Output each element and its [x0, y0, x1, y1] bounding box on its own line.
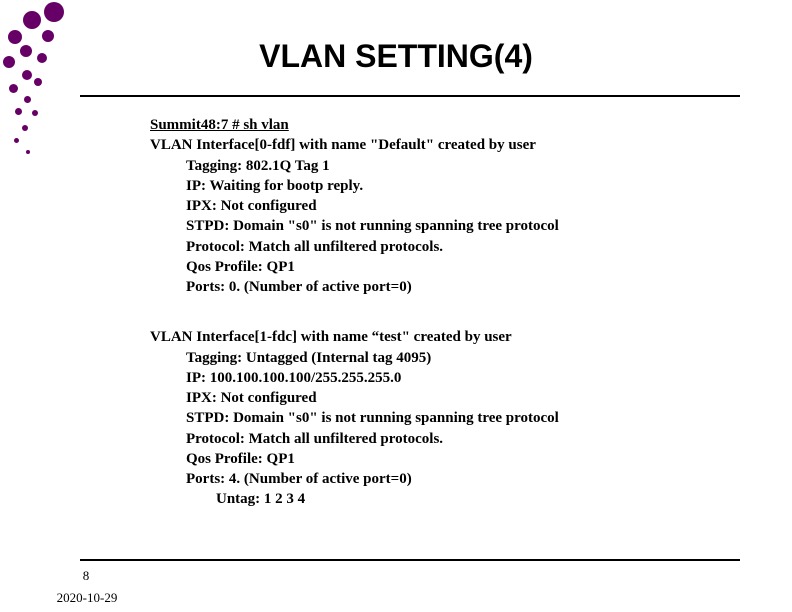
command-line: Summit48:7 # sh vlan: [150, 115, 740, 135]
vlan2-ipx: IPX: Not configured: [150, 388, 740, 408]
slide-title: VLAN SETTING(4): [0, 38, 792, 75]
vlan2-stpd: STPD: Domain "s0" is not running spannin…: [150, 408, 740, 428]
vlan2-header: VLAN Interface[1-fdc] with name “test" c…: [150, 327, 740, 347]
decoration-dot: [26, 150, 30, 154]
vlan1-ip: IP: Waiting for bootp reply.: [150, 176, 740, 196]
page-number: 8: [76, 568, 96, 584]
decoration-dot: [44, 2, 64, 22]
divider-top: [80, 95, 740, 97]
slide-decoration: [0, 0, 80, 612]
vlan2-protocol: Protocol: Match all unfiltered protocols…: [150, 429, 740, 449]
vlan1-protocol: Protocol: Match all unfiltered protocols…: [150, 237, 740, 257]
divider-bottom: [80, 559, 740, 561]
slide-date: 2020-10-29: [52, 590, 122, 606]
decoration-dot: [23, 11, 41, 29]
decoration-dot: [32, 110, 38, 116]
decoration-dot: [15, 108, 22, 115]
vlan2-qos: Qos Profile: QP1: [150, 449, 740, 469]
vlan2-tagging: Tagging: Untagged (Internal tag 4095): [150, 348, 740, 368]
vlan2-ports: Ports: 4. (Number of active port=0): [150, 469, 740, 489]
slide-body: Summit48:7 # sh vlan VLAN Interface[0-fd…: [150, 115, 740, 510]
decoration-dot: [24, 96, 31, 103]
vlan1-ipx: IPX: Not configured: [150, 196, 740, 216]
vlan2-ip: IP: 100.100.100.100/255.255.255.0: [150, 368, 740, 388]
decoration-dot: [34, 78, 42, 86]
decoration-dot: [22, 125, 28, 131]
vlan1-stpd: STPD: Domain "s0" is not running spannin…: [150, 216, 740, 236]
decoration-dot: [9, 84, 18, 93]
vlan1-header: VLAN Interface[0-fdf] with name "Default…: [150, 135, 740, 155]
vlan2-untag: Untag: 1 2 3 4: [150, 489, 740, 509]
decoration-dot: [14, 138, 19, 143]
vlan1-qos: Qos Profile: QP1: [150, 257, 740, 277]
vlan1-ports: Ports: 0. (Number of active port=0): [150, 277, 740, 297]
vlan1-tagging: Tagging: 802.1Q Tag 1: [150, 156, 740, 176]
